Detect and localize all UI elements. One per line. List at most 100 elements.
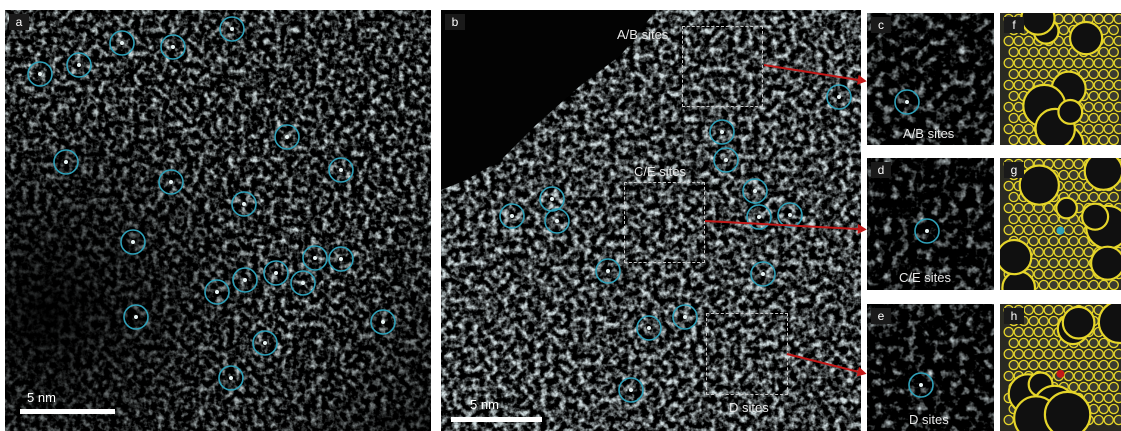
network-ring xyxy=(1093,414,1104,426)
atom-dot xyxy=(134,315,138,319)
network-ring xyxy=(1063,158,1074,170)
network-ring xyxy=(1078,235,1089,247)
network-ring xyxy=(1033,224,1044,236)
network-ring xyxy=(1113,414,1121,426)
network-ring xyxy=(1028,359,1039,371)
network-ring xyxy=(1003,57,1014,69)
network-ring xyxy=(1058,169,1069,181)
highlight-circle xyxy=(218,365,244,391)
highlight-circle xyxy=(742,178,768,204)
network-ring xyxy=(1013,123,1024,135)
network-ring xyxy=(1093,79,1104,91)
network-ring xyxy=(1063,246,1074,258)
network-ring xyxy=(1038,46,1049,58)
network-ring xyxy=(1088,90,1099,102)
network-ring xyxy=(1088,381,1099,393)
atom-dot xyxy=(837,95,841,99)
region-ce-label: C/E sites xyxy=(634,164,687,179)
panel-b-scale-bar xyxy=(451,417,542,422)
network-ring xyxy=(1048,359,1059,371)
highlight-circle xyxy=(826,84,852,110)
atom-dot xyxy=(724,158,728,162)
network-ring xyxy=(1113,57,1121,69)
atom-dot xyxy=(683,315,687,319)
network-ring xyxy=(1013,79,1024,91)
network-ring xyxy=(1023,326,1034,338)
atom-dot xyxy=(274,271,278,275)
network-pore xyxy=(1018,164,1060,206)
network-ring xyxy=(1048,235,1059,247)
network-ring xyxy=(1008,90,1019,102)
network-pore xyxy=(1090,245,1121,281)
network-ring xyxy=(1043,57,1054,69)
network-ring xyxy=(1003,35,1014,47)
network-ring xyxy=(1038,337,1049,349)
network-ring xyxy=(1073,224,1084,236)
network-ring xyxy=(1088,359,1099,371)
network-ring xyxy=(1048,337,1059,349)
network-ring xyxy=(1103,392,1114,404)
network-ring xyxy=(1083,370,1094,382)
highlight-circle xyxy=(274,124,300,150)
region-d-box xyxy=(706,313,788,395)
atom-dot xyxy=(263,341,267,345)
network-ring xyxy=(1113,35,1121,47)
panel-b-scale-label: 5 nm xyxy=(470,397,499,412)
network-ring xyxy=(1108,381,1119,393)
network-ring xyxy=(1033,348,1044,360)
highlight-circle xyxy=(204,279,230,305)
network-ring xyxy=(1038,315,1049,327)
site-marker xyxy=(1056,226,1065,235)
network-ring xyxy=(1073,158,1084,170)
network-ring xyxy=(1108,279,1119,290)
atom-dot xyxy=(64,160,68,164)
highlight-circle xyxy=(53,149,79,175)
atom-dot xyxy=(38,72,42,76)
atom-dot xyxy=(720,130,724,134)
highlight-circle xyxy=(158,169,184,195)
network-pore xyxy=(1083,158,1121,191)
atom-dot xyxy=(753,189,757,193)
highlight-circle xyxy=(232,267,258,293)
network-ring xyxy=(1108,112,1119,124)
highlight-circle xyxy=(328,246,354,272)
atom-dot xyxy=(761,272,765,276)
network-ring xyxy=(1013,202,1024,214)
panel-e-label: e xyxy=(871,308,891,324)
atom-dot xyxy=(171,45,175,49)
panel-a-label: a xyxy=(9,14,29,30)
panel-a-scale-label: 5 nm xyxy=(27,390,56,405)
network-ring xyxy=(1053,158,1064,170)
network-ring xyxy=(1008,359,1019,371)
network-ring xyxy=(1038,257,1049,269)
region-ce-box xyxy=(624,182,705,263)
network-ring xyxy=(1033,304,1044,316)
network-ring xyxy=(1083,57,1094,69)
network-ring xyxy=(1073,348,1084,360)
network-ring xyxy=(1008,112,1019,124)
atom-dot xyxy=(215,290,219,294)
network-ring xyxy=(1043,326,1054,338)
panel-b: b A/B sites C/E sites D sites 5 nm xyxy=(441,10,861,431)
network-ring xyxy=(1023,202,1034,214)
network-ring xyxy=(1063,180,1074,192)
network-ring xyxy=(1063,370,1074,382)
network-ring xyxy=(1063,13,1074,25)
panel-a-circles xyxy=(27,16,396,391)
panel-e-image xyxy=(867,304,994,431)
network-ring xyxy=(1028,68,1039,80)
highlight-circle xyxy=(120,229,146,255)
network-ring xyxy=(1043,246,1054,258)
panel-c-caption: A/B sites xyxy=(903,126,955,141)
network-ring xyxy=(1093,101,1104,113)
network-ring xyxy=(1028,235,1039,247)
panel-a-image xyxy=(5,10,431,431)
network-ring xyxy=(1083,123,1094,135)
network-ring xyxy=(1018,46,1029,58)
panel-f: f xyxy=(1000,13,1121,145)
network-ring xyxy=(1008,191,1019,203)
network-ring xyxy=(1073,370,1084,382)
network-ring xyxy=(1108,134,1119,145)
network-ring xyxy=(1038,213,1049,225)
highlight-circle xyxy=(750,261,776,287)
